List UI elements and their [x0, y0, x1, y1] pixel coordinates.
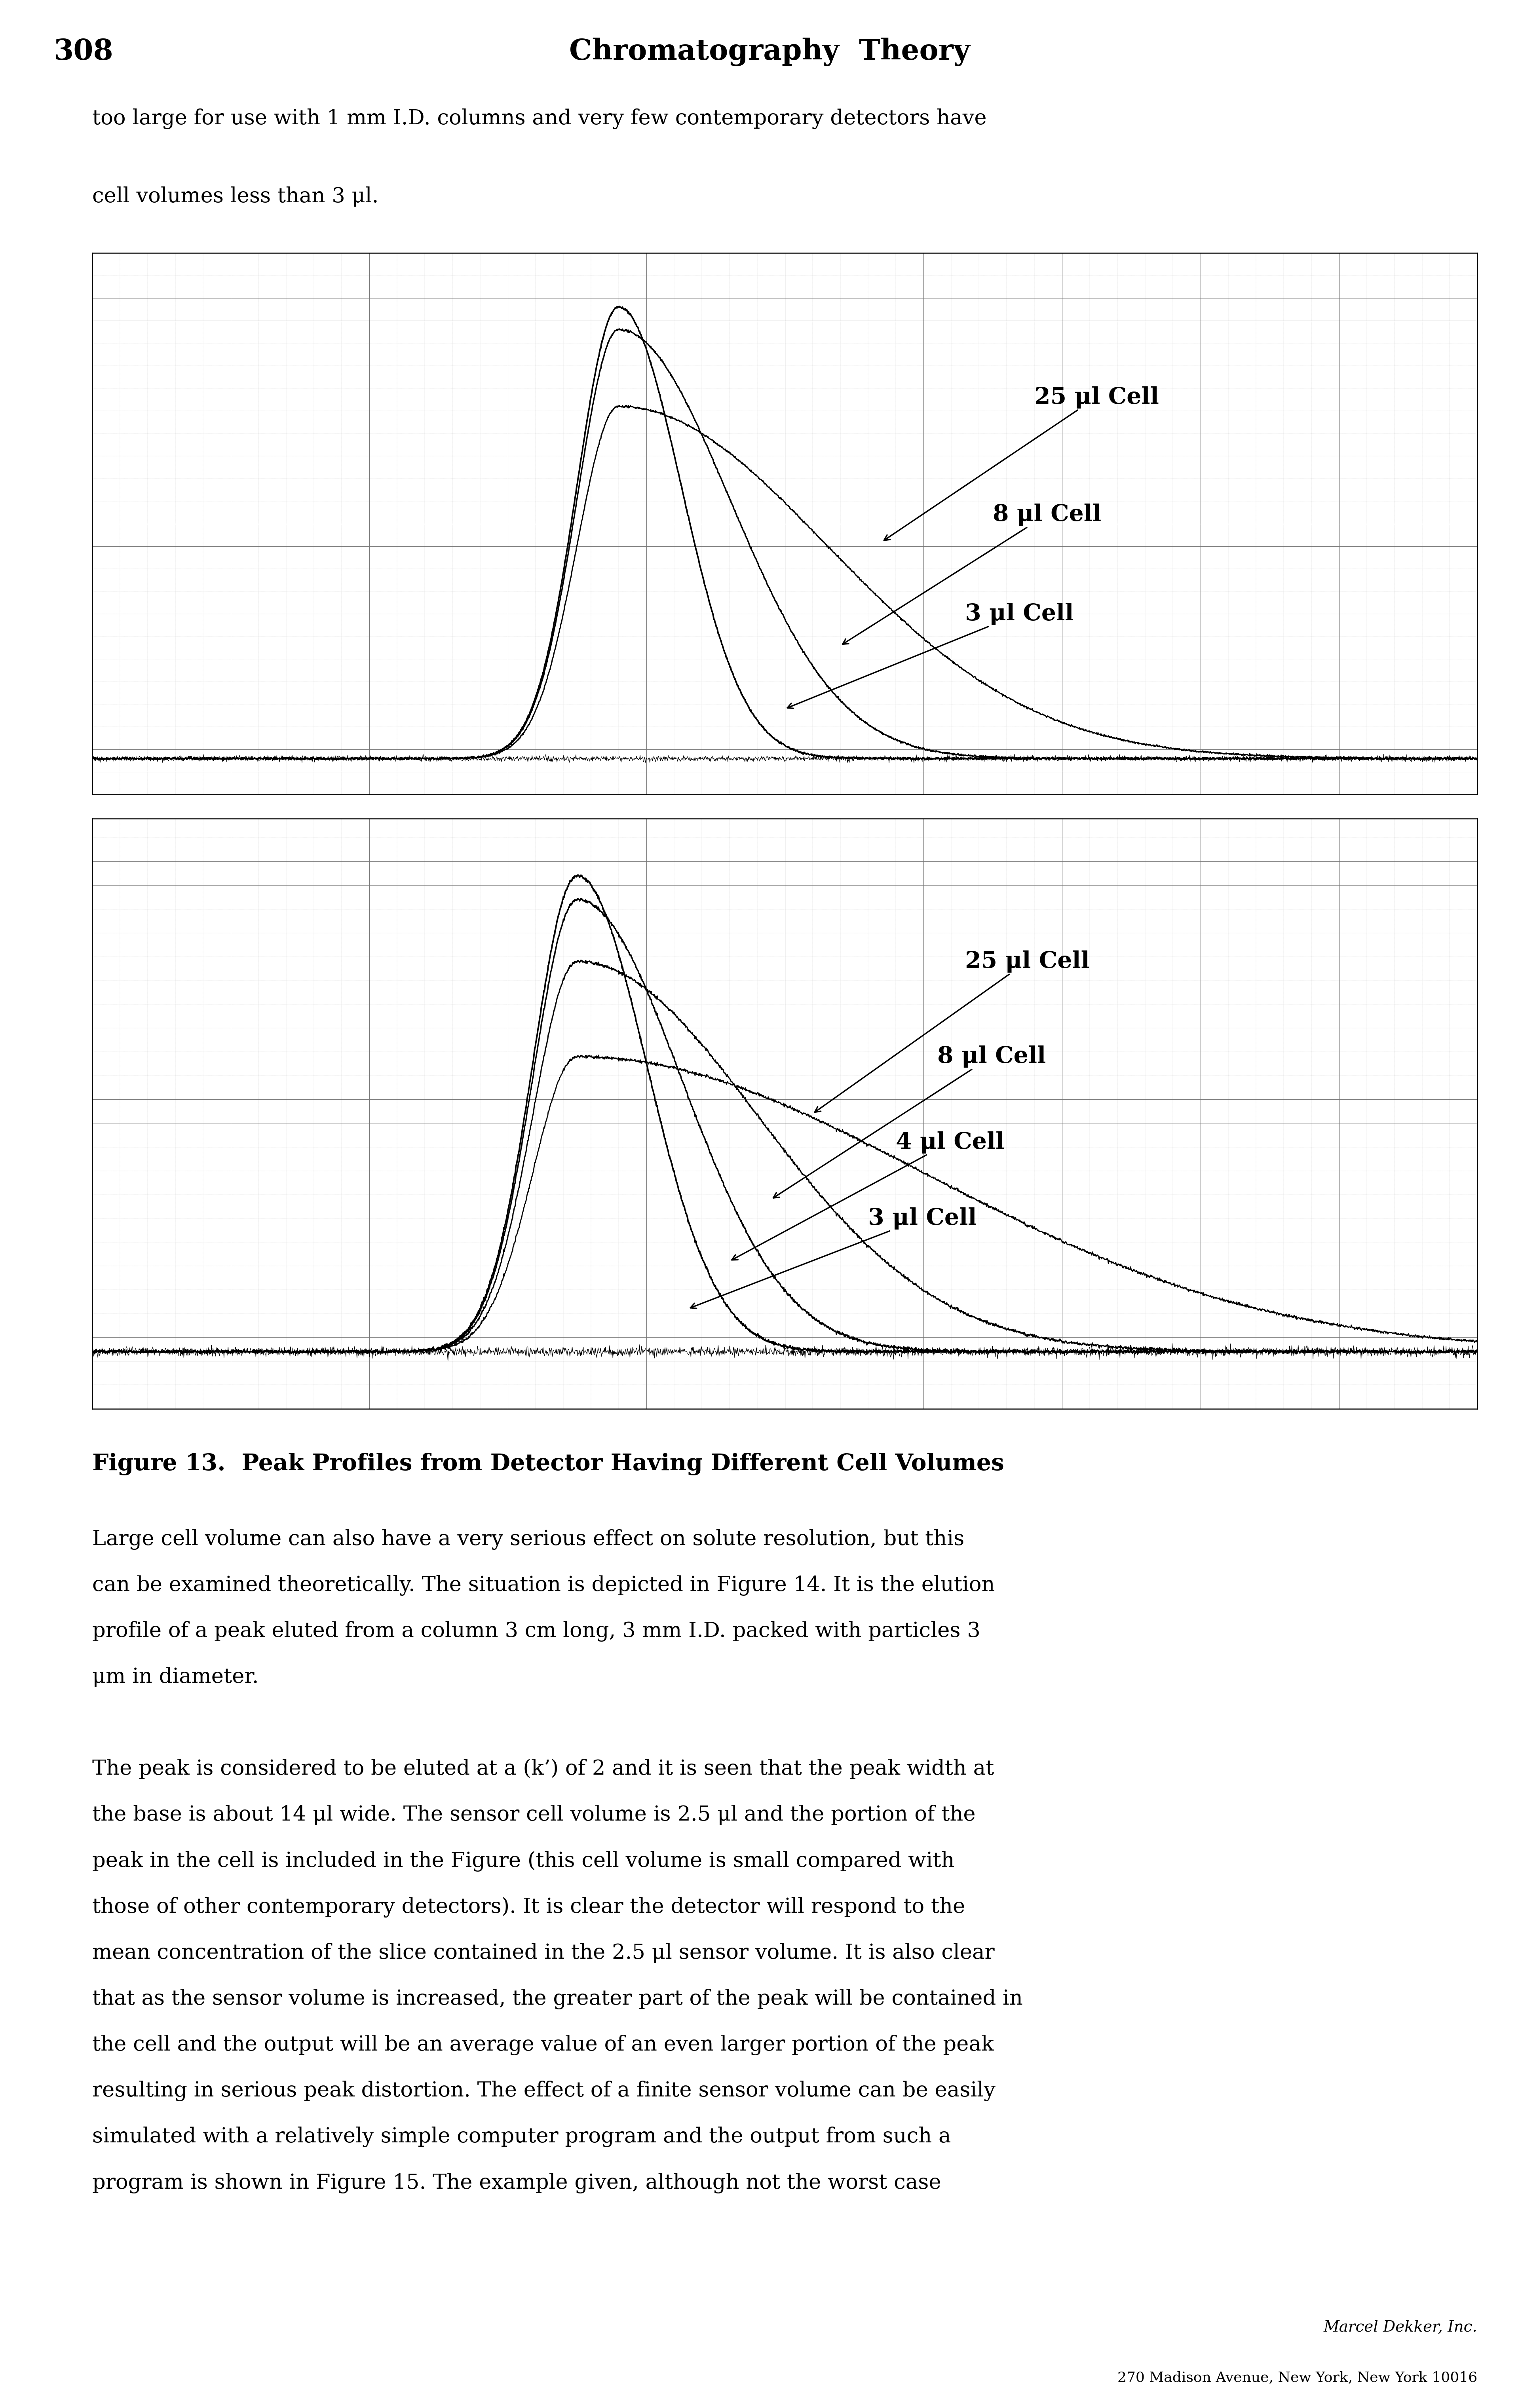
Text: the base is about 14 μl wide. The sensor cell volume is 2.5 μl and the portion o: the base is about 14 μl wide. The sensor… — [92, 1806, 976, 1825]
Text: that as the sensor volume is increased, the greater part of the peak will be con: that as the sensor volume is increased, … — [92, 1989, 1023, 2008]
Text: mean concentration of the slice contained in the 2.5 μl sensor volume. It is als: mean concentration of the slice containe… — [92, 1943, 994, 1963]
Text: can be examined theoretically. The situation is depicted in Figure 14. It is the: can be examined theoretically. The situa… — [92, 1575, 996, 1597]
Text: μm in diameter.: μm in diameter. — [92, 1666, 259, 1688]
Text: The peak is considered to be eluted at a (k’) of 2 and it is seen that the peak : The peak is considered to be eluted at a… — [92, 1758, 994, 1780]
Text: Large cell volume can also have a very serious effect on solute resolution, but : Large cell volume can also have a very s… — [92, 1529, 965, 1551]
Text: 3 μl Cell: 3 μl Cell — [788, 602, 1074, 708]
Text: 308: 308 — [54, 39, 114, 65]
Text: those of other contemporary detectors). It is clear the detector will respond to: those of other contemporary detectors). … — [92, 1898, 965, 1917]
Text: simulated with a relatively simple computer program and the output from such a: simulated with a relatively simple compu… — [92, 2126, 951, 2148]
Text: 8 μl Cell: 8 μl Cell — [773, 1045, 1047, 1197]
Text: Marcel Dekker, Inc.: Marcel Dekker, Inc. — [1324, 2319, 1477, 2336]
Text: 4 μl Cell: 4 μl Cell — [733, 1132, 1005, 1259]
Text: cell volumes less than 3 μl.: cell volumes less than 3 μl. — [92, 185, 379, 207]
Text: the cell and the output will be an average value of an even larger portion of th: the cell and the output will be an avera… — [92, 2035, 994, 2056]
Text: 270 Madison Avenue, New York, New York 10016: 270 Madison Avenue, New York, New York 1… — [1117, 2372, 1477, 2384]
Text: Figure 13.  Peak Profiles from Detector Having Different Cell Volumes: Figure 13. Peak Profiles from Detector H… — [92, 1452, 1005, 1476]
Text: resulting in serious peak distortion. The effect of a finite sensor volume can b: resulting in serious peak distortion. Th… — [92, 2081, 996, 2102]
Text: 25 μl Cell: 25 μl Cell — [883, 385, 1159, 539]
Text: profile of a peak eluted from a column 3 cm long, 3 mm I.D. packed with particle: profile of a peak eluted from a column 3… — [92, 1621, 980, 1642]
Text: Chromatography  Theory: Chromatography Theory — [569, 39, 970, 65]
Text: 8 μl Cell: 8 μl Cell — [842, 503, 1102, 645]
Text: program is shown in Figure 15. The example given, although not the worst case: program is shown in Figure 15. The examp… — [92, 2172, 942, 2194]
Text: too large for use with 1 mm I.D. columns and very few contemporary detectors hav: too large for use with 1 mm I.D. columns… — [92, 108, 986, 130]
Text: peak in the cell is included in the Figure (this cell volume is small compared w: peak in the cell is included in the Figu… — [92, 1852, 954, 1871]
Text: 3 μl Cell: 3 μl Cell — [691, 1206, 977, 1308]
Text: 25 μl Cell: 25 μl Cell — [814, 951, 1090, 1112]
